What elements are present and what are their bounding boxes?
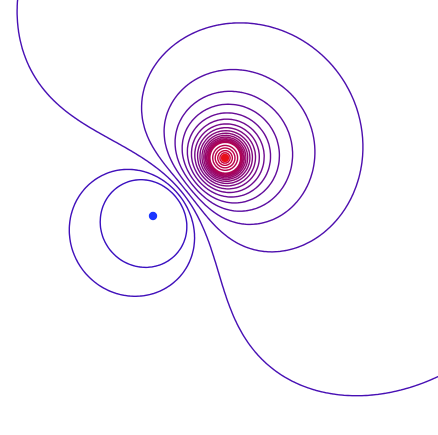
- point-markers: [148, 153, 230, 221]
- contour-line: [209, 141, 242, 174]
- contour-lines: [16, 0, 438, 397]
- contour-line: [99, 179, 188, 269]
- contour-line: [181, 103, 281, 204]
- contour-line: [140, 22, 364, 253]
- contour-line: [194, 123, 260, 190]
- contour-line: [219, 152, 231, 164]
- contour-line: [204, 136, 247, 179]
- contour-line: [201, 132, 251, 182]
- contour-line: [205, 138, 245, 178]
- contour-line: [174, 90, 294, 212]
- contour-line: [203, 134, 249, 181]
- contour-line: [16, 0, 438, 397]
- contour-line: [212, 144, 239, 171]
- red-point: [220, 153, 230, 163]
- blue-point: [148, 211, 158, 221]
- contour-line: [208, 140, 243, 175]
- contour-line: [68, 168, 196, 297]
- contour-line: [190, 118, 265, 194]
- contour-line: [196, 127, 257, 187]
- contour-line: [199, 130, 254, 185]
- contour-line: [186, 112, 272, 198]
- contour-line: [207, 139, 244, 176]
- contour-line: [214, 147, 236, 169]
- contour-line: [217, 149, 234, 166]
- contour-line: [163, 68, 316, 226]
